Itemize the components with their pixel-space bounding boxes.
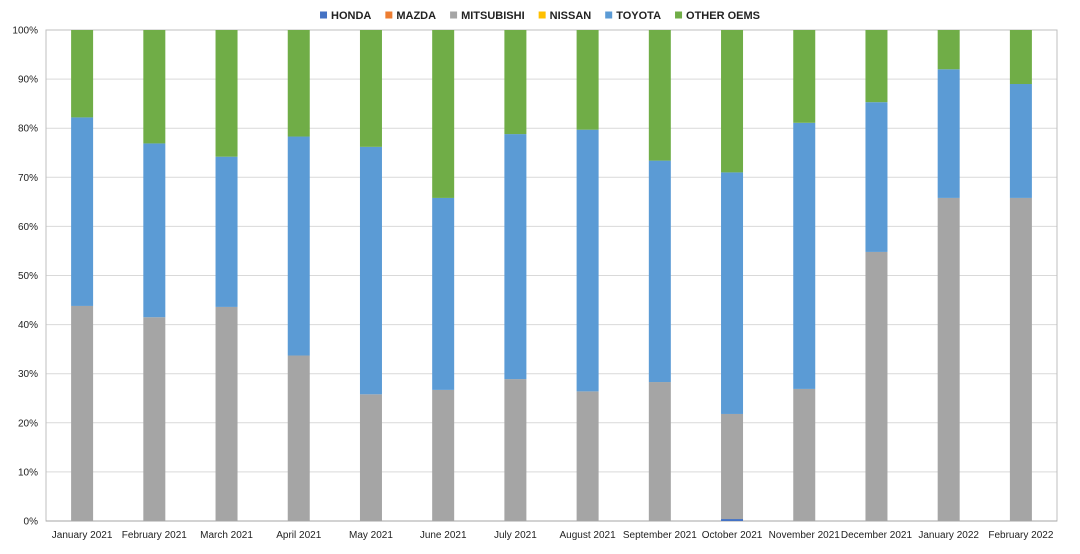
bar-segment-toyota [432, 197, 455, 390]
bar-segment-other-oems [793, 30, 816, 123]
bar-segment-toyota [937, 69, 960, 198]
bar-segment-other-oems [432, 30, 455, 198]
y-tick-label: 30% [18, 369, 38, 380]
y-tick-label: 80% [18, 124, 38, 135]
y-axis: 0% 10% 20% 30% 40% 50% 60% 70% 80% 90% 100% [12, 26, 38, 528]
legend-item-mitsubishi: MITSUBISHI [450, 10, 525, 22]
bar-segment-other-oems [504, 30, 527, 135]
bar-segment-toyota [576, 129, 599, 392]
legend-label: TOYOTA [616, 10, 661, 22]
x-axis: January 2021 February 2021 March 2021 April… [52, 530, 1054, 541]
legend-item-mazda: MAZDA [385, 10, 436, 22]
y-tick-label: 50% [18, 271, 38, 282]
bar-segment-toyota [359, 146, 382, 395]
legend-swatch [385, 11, 393, 19]
bar-segment-other-oems [359, 30, 382, 147]
legend-swatch [605, 11, 613, 19]
bar-segment-mitsubishi [648, 382, 671, 521]
x-tick-label: August 2021 [560, 530, 617, 541]
x-tick-label: November 2021 [769, 530, 841, 541]
x-tick-label: March 2021 [200, 530, 253, 541]
y-tick-label: 20% [18, 418, 38, 429]
bars [71, 30, 1032, 521]
bar-segment-mitsubishi [865, 251, 888, 521]
bar-segment-other-oems [1009, 30, 1032, 85]
bar-segment-honda [721, 519, 744, 521]
bar-segment-mitsubishi [793, 388, 816, 521]
legend: HONDA MAZDA MITSUBISHI NISSAN TOYOTA OTHER OE… [320, 10, 760, 22]
legend-label: MAZDA [396, 10, 436, 22]
bar-segment-other-oems [721, 30, 744, 173]
x-tick-label: October 2021 [702, 530, 763, 541]
bar-segment-toyota [215, 156, 238, 307]
x-tick-label: July 2021 [494, 530, 537, 541]
x-tick-label: June 2021 [420, 530, 467, 541]
bar-segment-mitsubishi [504, 379, 527, 521]
gridlines [45, 29, 1058, 522]
y-tick-label: 70% [18, 173, 38, 184]
legend-swatch [675, 11, 683, 19]
legend-item-toyota: TOYOTA [605, 10, 661, 22]
legend-item-nissan: NISSAN [538, 10, 592, 22]
y-tick-label: 40% [18, 320, 38, 331]
legend-item-honda: HONDA [320, 10, 371, 22]
legend-label: NISSAN [550, 10, 592, 22]
y-tick-label: 10% [18, 467, 38, 478]
legend-swatch [450, 11, 458, 19]
bar-segment-toyota [648, 160, 671, 383]
x-tick-label: December 2021 [841, 530, 913, 541]
bar-segment-other-oems [143, 30, 166, 144]
bar-segment-mitsubishi [1009, 197, 1032, 521]
bar-segment-other-oems [576, 30, 599, 130]
y-tick-label: 0% [24, 517, 39, 528]
bar-segment-other-oems [648, 30, 671, 161]
y-tick-label: 60% [18, 222, 38, 233]
bar-segment-mitsubishi [71, 305, 94, 521]
bar-segment-mitsubishi [937, 197, 960, 521]
x-tick-label: January 2022 [918, 530, 979, 541]
bar-segment-other-oems [937, 30, 960, 70]
x-tick-label: May 2021 [349, 530, 393, 541]
bar-segment-other-oems [215, 30, 238, 157]
legend-item-other-oems: OTHER OEMS [675, 10, 760, 22]
bar-segment-mitsubishi [287, 355, 310, 521]
x-tick-label: January 2021 [52, 530, 113, 541]
bar-segment-toyota [793, 122, 816, 389]
bar-segment-mitsubishi [143, 317, 166, 521]
bar-segment-mitsubishi [432, 389, 455, 521]
bar-segment-toyota [143, 143, 166, 318]
legend-label: MITSUBISHI [461, 10, 525, 22]
x-tick-label: April 2021 [276, 530, 321, 541]
bar-segment-toyota [721, 172, 744, 414]
bar-segment-toyota [71, 117, 94, 306]
y-tick-label: 100% [12, 26, 38, 37]
bar-segment-mitsubishi [576, 391, 599, 521]
bar-segment-other-oems [71, 30, 94, 118]
legend-swatch [538, 11, 546, 19]
bar-segment-toyota [504, 134, 527, 380]
legend-label: HONDA [331, 10, 371, 22]
bar-segment-mitsubishi [215, 306, 238, 521]
bar-segment-toyota [865, 102, 888, 252]
bar-segment-other-oems [865, 30, 888, 103]
x-tick-label: February 2022 [988, 530, 1053, 541]
x-tick-label: February 2021 [122, 530, 187, 541]
x-tick-label: September 2021 [623, 530, 697, 541]
bar-segment-toyota [287, 136, 310, 356]
y-tick-label: 90% [18, 75, 38, 86]
bar-segment-other-oems [287, 30, 310, 137]
bar-segment-mitsubishi [359, 394, 382, 521]
legend-label: OTHER OEMS [686, 10, 760, 22]
legend-swatch [320, 11, 328, 19]
bar-segment-toyota [1009, 84, 1032, 198]
bar-segment-mitsubishi [721, 413, 744, 520]
